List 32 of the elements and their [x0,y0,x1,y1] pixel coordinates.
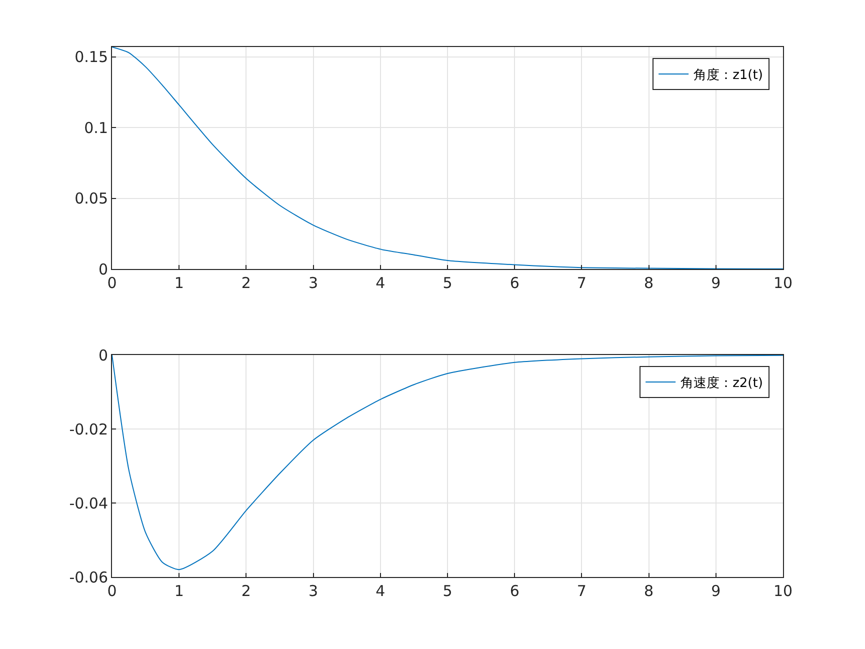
x-tick-label: 5 [442,274,452,292]
x-tick-label: 9 [711,582,721,600]
x-tick-label: 10 [773,274,793,292]
x-tick-label: 9 [711,274,721,292]
line-series [112,355,783,570]
x-tick-label: 3 [308,274,318,292]
x-tick-label: 7 [576,582,586,600]
x-tick-label: 3 [308,582,318,600]
line-series [112,47,783,269]
x-tick-label: 4 [376,582,386,600]
x-tick-label: 8 [644,274,654,292]
y-tick-label: -0.06 [69,568,108,586]
legend-label: 角度：z1(t) [694,67,763,84]
y-tick-label: 0.15 [74,48,108,66]
x-tick-label: 5 [442,582,452,600]
x-tick-label: 4 [376,274,386,292]
x-tick-label: 10 [773,582,793,600]
y-tick-label: -0.02 [69,420,108,438]
x-tick-label: 7 [576,274,586,292]
x-tick-label: 2 [241,274,251,292]
x-tick-label: 1 [174,582,184,600]
y-tick-label: 0 [98,346,108,364]
y-tick-label: 0 [98,260,108,278]
x-tick-label: 6 [510,274,520,292]
x-tick-label: 2 [241,582,251,600]
legend-label: 角速度：z2(t) [680,375,763,392]
y-tick-label: -0.04 [69,494,108,512]
y-tick-label: 0.05 [74,190,108,208]
x-tick-label: 1 [174,274,184,292]
x-tick-label: 8 [644,582,654,600]
y-tick-label: 0.1 [84,118,108,137]
x-tick-label: 6 [510,582,520,600]
